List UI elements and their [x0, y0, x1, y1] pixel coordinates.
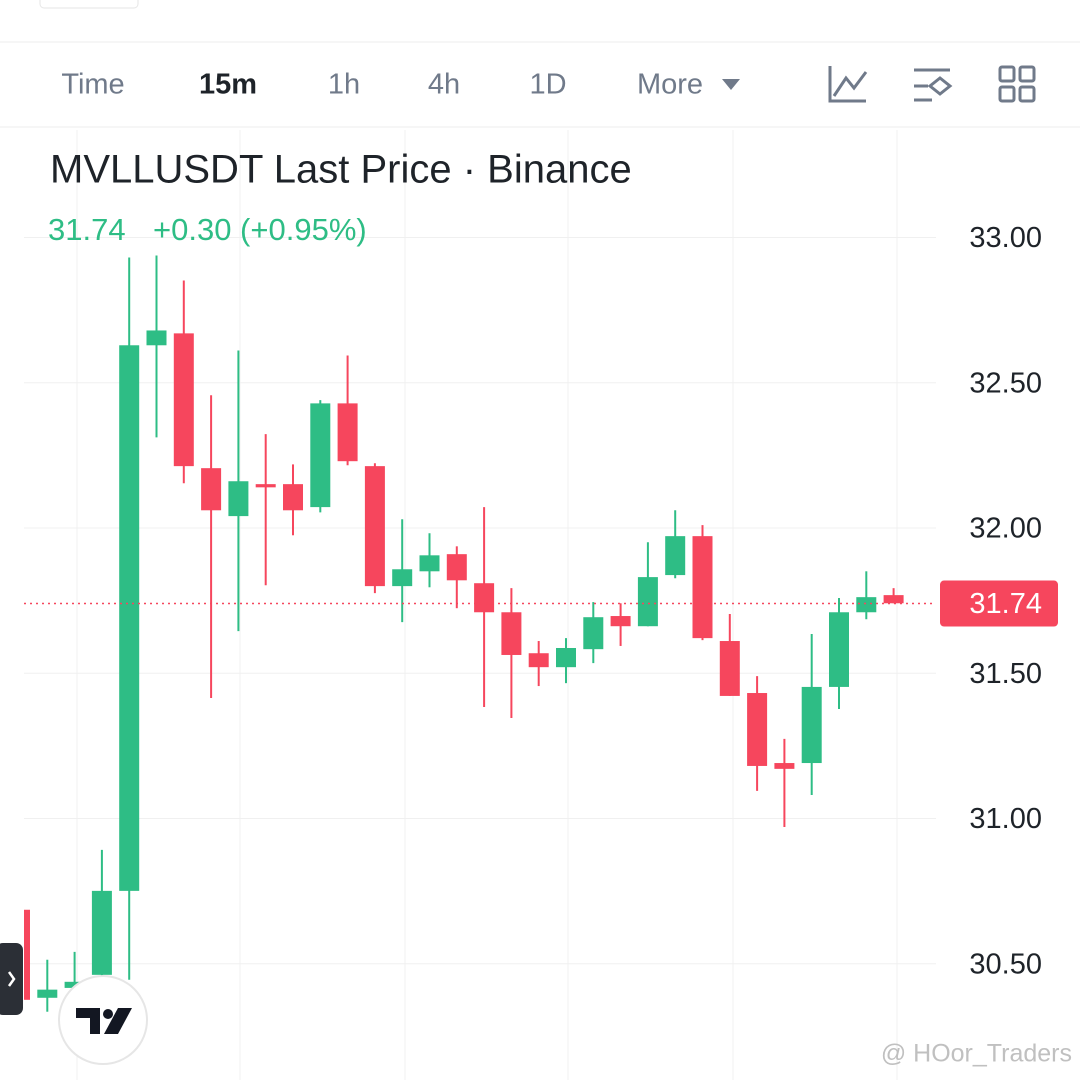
layout-icon[interactable] [998, 85, 1016, 103]
candle-body [119, 345, 140, 891]
layout-icon[interactable] [998, 65, 1016, 83]
candle-body [556, 647, 576, 668]
top-button[interactable] [39, 0, 139, 9]
candle-body [446, 554, 467, 581]
watermark: @ HOor_Traders [881, 1040, 1072, 1068]
candle-body [747, 693, 768, 766]
candle-body [173, 333, 194, 467]
y-tick-label: 32.00 [969, 513, 1042, 545]
y-tick-label: 32.50 [969, 367, 1042, 399]
last-price-label: 31.74 [969, 588, 1042, 620]
y-tick-label: 30.50 [969, 948, 1042, 980]
y-tick-label: 31.50 [969, 658, 1042, 690]
timeframe-tabs: Time 15m 1h 4h 1D More [61, 69, 703, 101]
logo-mark [76, 1008, 132, 1034]
logo[interactable] [58, 975, 148, 1065]
candle-body [91, 890, 112, 975]
layout-icon[interactable] [1018, 85, 1036, 103]
candle-body [883, 595, 904, 604]
tab[interactable]: 1D [529, 69, 566, 101]
candles [24, 255, 904, 1012]
candle-body [501, 612, 522, 655]
candle-body [337, 403, 358, 462]
y-tick-label: 31.00 [969, 803, 1042, 835]
candle-body [856, 597, 877, 613]
tab[interactable]: Time [61, 69, 124, 101]
candle-body [392, 569, 413, 587]
handle-arrow [7, 971, 16, 987]
candle-body [24, 909, 30, 1000]
last-price-tag [940, 580, 1058, 627]
candle-body [255, 484, 276, 488]
candle-body [528, 653, 549, 668]
candle-body [310, 403, 331, 508]
price: 31.74 [48, 212, 126, 247]
vertical-grid [76, 130, 898, 1080]
candle-body [665, 536, 686, 576]
candle-body [829, 612, 849, 687]
candle-body [474, 583, 495, 613]
candle-body [692, 536, 713, 639]
candle-body [719, 641, 740, 696]
layout-icon[interactable] [1018, 65, 1036, 83]
tab[interactable]: 4h [428, 69, 460, 101]
price-change: +0.30 (+0.95%) [153, 212, 367, 247]
candle-body [228, 481, 249, 517]
candle-body [419, 555, 440, 572]
candle-body [364, 466, 385, 587]
candle-body [774, 763, 795, 769]
toolbar-icons [828, 65, 1036, 103]
tab[interactable]: More [637, 69, 703, 101]
candle-body [146, 330, 167, 346]
settings-icon[interactable] [914, 68, 953, 102]
chart-title: MVLLUSDT Last Price · Binance [50, 148, 632, 192]
side-handle[interactable] [0, 943, 23, 1015]
logo-dot [103, 1009, 113, 1019]
candle-body [201, 468, 222, 511]
candle-body [637, 577, 658, 627]
y-tick-label: 33.00 [969, 222, 1042, 254]
tab[interactable]: 1h [328, 69, 360, 101]
tab[interactable]: 15m [199, 69, 257, 101]
candle-body [37, 989, 58, 998]
candle-body [64, 981, 85, 988]
price-axis: 33.00 32.50 32.00 31.50 31.00 30.50 [969, 222, 1042, 980]
candle-body [610, 616, 631, 627]
candle-body [283, 484, 303, 511]
indicator-icon[interactable] [828, 66, 868, 103]
candle-body [583, 617, 604, 650]
candle-body [801, 686, 822, 764]
dropdown-arrow[interactable] [722, 79, 740, 90]
